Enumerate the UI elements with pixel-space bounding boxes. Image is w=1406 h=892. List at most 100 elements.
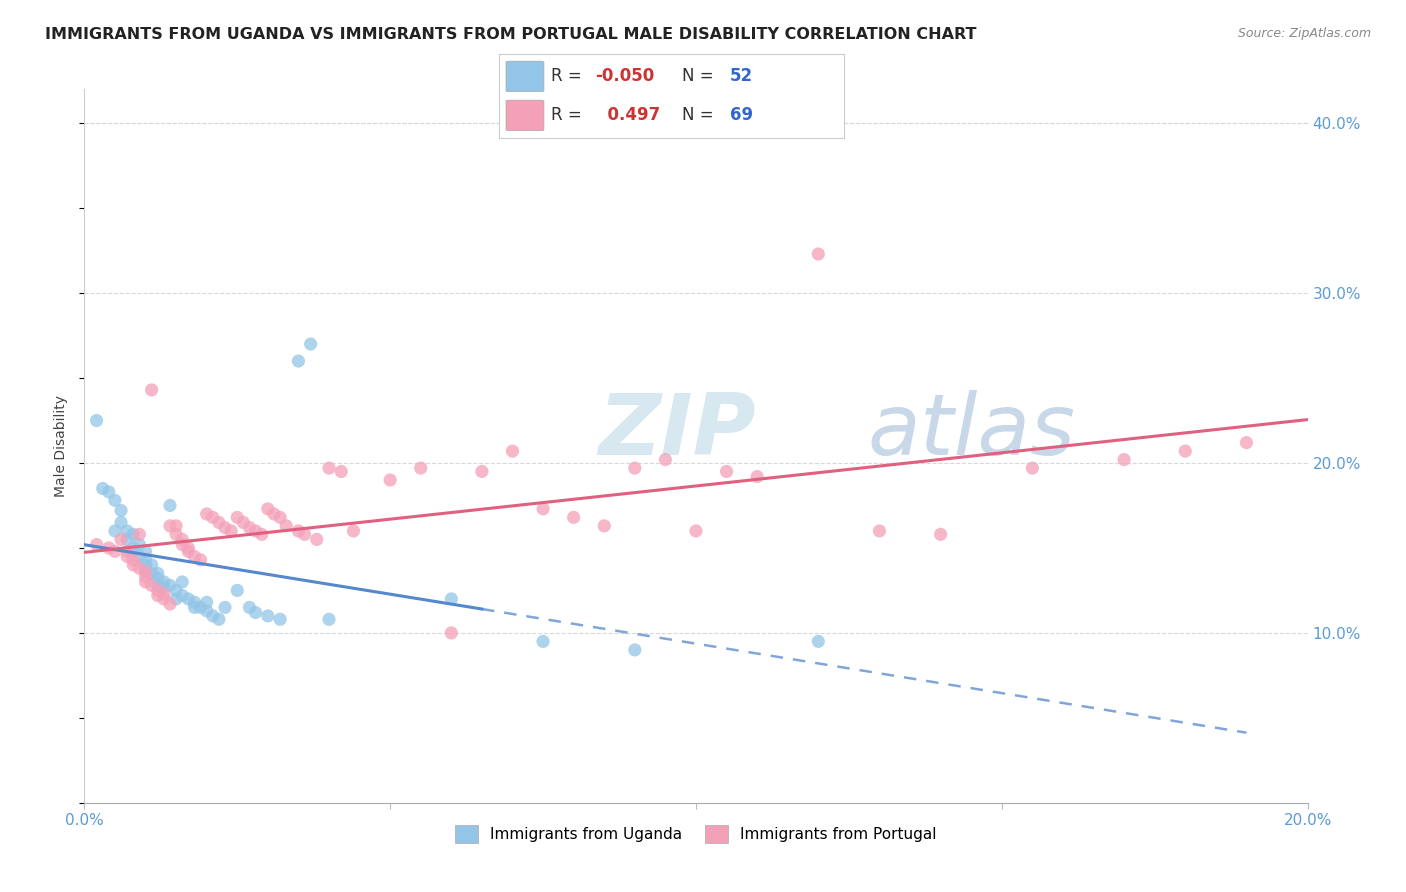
Text: R =: R = — [551, 105, 582, 123]
Point — [195, 604, 218, 618]
Point — [183, 549, 205, 564]
Point — [104, 524, 127, 538]
Point — [135, 563, 157, 577]
Point — [238, 520, 260, 534]
Point — [177, 541, 200, 555]
Point — [1114, 452, 1136, 467]
Point — [146, 566, 169, 581]
Point — [177, 544, 200, 558]
Point — [153, 580, 176, 594]
Point — [257, 608, 280, 623]
Point — [716, 465, 738, 479]
Point — [177, 591, 200, 606]
Point — [141, 558, 163, 572]
Text: ZIP: ZIP — [598, 390, 756, 474]
Point — [128, 537, 150, 551]
Point — [172, 574, 194, 589]
Point — [562, 510, 585, 524]
Point — [245, 524, 267, 538]
Point — [440, 626, 463, 640]
Point — [172, 533, 194, 547]
Point — [409, 461, 432, 475]
Point — [135, 553, 157, 567]
Point — [165, 519, 187, 533]
Point — [502, 444, 524, 458]
Point — [153, 591, 176, 606]
Point — [97, 541, 120, 555]
Point — [257, 501, 280, 516]
Point — [86, 537, 108, 551]
Point — [1021, 461, 1043, 475]
Point — [110, 516, 132, 530]
Point — [115, 549, 138, 564]
Point — [342, 524, 364, 538]
Point — [104, 493, 127, 508]
Point — [201, 608, 224, 623]
Point — [1236, 435, 1258, 450]
FancyBboxPatch shape — [506, 62, 544, 92]
Point — [153, 587, 176, 601]
Point — [471, 465, 494, 479]
Point — [330, 465, 353, 479]
Point — [115, 533, 138, 547]
Point — [159, 499, 181, 513]
Point — [86, 413, 108, 427]
Point — [122, 544, 145, 558]
Y-axis label: Male Disability: Male Disability — [55, 395, 69, 497]
Point — [654, 452, 676, 467]
Point — [128, 561, 150, 575]
Point — [318, 461, 340, 475]
Point — [318, 612, 340, 626]
Point — [172, 589, 194, 603]
Point — [172, 537, 194, 551]
Point — [624, 643, 647, 657]
Point — [159, 519, 181, 533]
Point — [269, 510, 291, 524]
Point — [440, 591, 463, 606]
Point — [269, 612, 291, 626]
Point — [531, 634, 554, 648]
Point — [195, 507, 218, 521]
Point — [159, 578, 181, 592]
Point — [226, 583, 249, 598]
Point — [135, 570, 157, 584]
Point — [624, 461, 647, 475]
Text: 0.497: 0.497 — [596, 105, 659, 123]
Point — [807, 247, 830, 261]
Point — [190, 600, 212, 615]
Point — [141, 578, 163, 592]
Point — [287, 354, 309, 368]
Point — [685, 524, 707, 538]
Text: N =: N = — [682, 105, 713, 123]
Point — [287, 524, 309, 538]
Text: R =: R = — [551, 67, 582, 85]
Point — [183, 595, 205, 609]
Point — [104, 544, 127, 558]
Point — [869, 524, 891, 538]
Text: IMMIGRANTS FROM UGANDA VS IMMIGRANTS FROM PORTUGAL MALE DISABILITY CORRELATION C: IMMIGRANTS FROM UGANDA VS IMMIGRANTS FRO… — [45, 27, 977, 42]
Point — [122, 541, 145, 555]
Point — [263, 507, 285, 521]
Point — [146, 589, 169, 603]
Point — [250, 527, 273, 541]
Point — [135, 574, 157, 589]
Point — [232, 516, 254, 530]
Point — [208, 612, 231, 626]
Point — [165, 583, 187, 598]
Text: Source: ZipAtlas.com: Source: ZipAtlas.com — [1237, 27, 1371, 40]
Point — [115, 524, 138, 538]
FancyBboxPatch shape — [506, 100, 544, 130]
Text: -0.050: -0.050 — [596, 67, 655, 85]
Point — [380, 473, 402, 487]
Point — [146, 583, 169, 598]
Point — [294, 527, 316, 541]
Point — [276, 519, 298, 533]
Point — [214, 600, 236, 615]
Text: atlas: atlas — [868, 390, 1076, 474]
Point — [214, 520, 236, 534]
Point — [219, 524, 242, 538]
Point — [195, 595, 218, 609]
Point — [238, 600, 260, 615]
Point — [153, 574, 176, 589]
Point — [165, 527, 187, 541]
